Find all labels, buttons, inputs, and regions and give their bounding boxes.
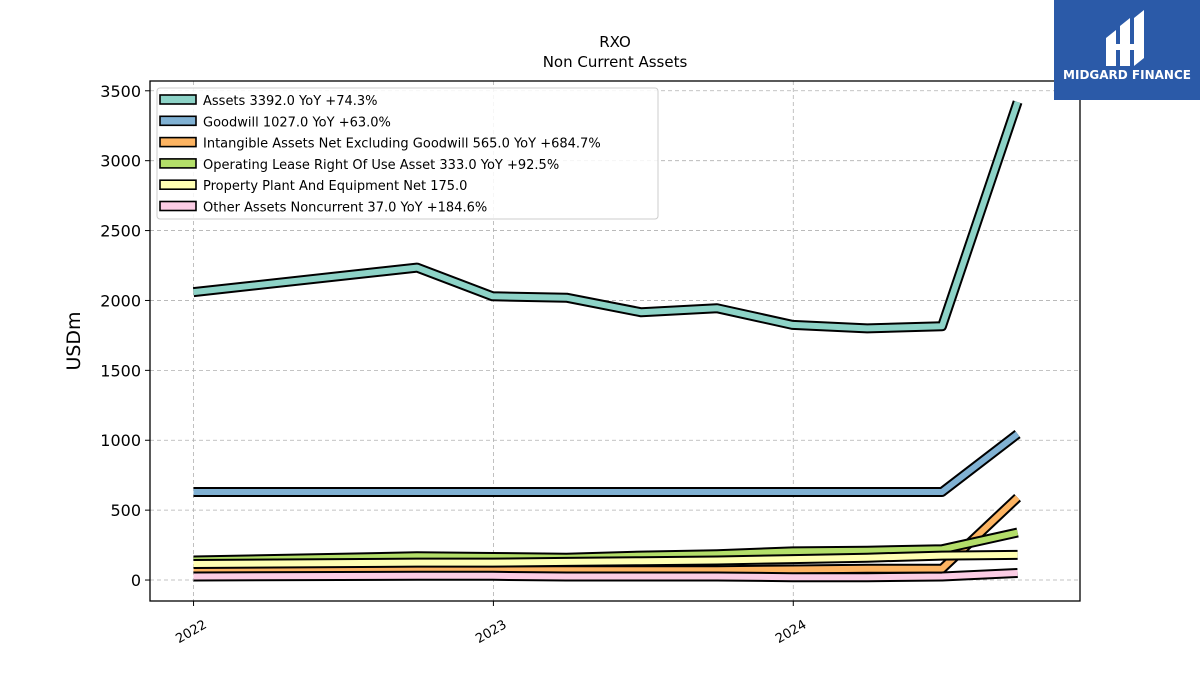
- y-tick-label: 0: [131, 571, 141, 590]
- series-line: [193, 568, 1018, 583]
- legend-entry: Property Plant And Equipment Net 175.0: [203, 179, 467, 194]
- y-tick-label: 1500: [100, 361, 141, 380]
- brand-logo: MIDGARD FINANCE: [1054, 0, 1200, 100]
- x-tick-label: 2022: [173, 617, 209, 647]
- chart-subtitle: Non Current Assets: [543, 53, 688, 71]
- x-tick-label: 2023: [473, 617, 509, 647]
- series-line-fill: [193, 529, 1019, 564]
- legend-box: [156, 87, 659, 220]
- y-tick-label: 3500: [100, 82, 141, 101]
- legend-entry: Assets 3392.0 YoY +74.3%: [203, 94, 378, 109]
- legend: Assets 3392.0 YoY +74.3% Goodwill 1027.0 …: [156, 87, 659, 220]
- y-tick-label: 2000: [100, 291, 141, 310]
- legend-entry: Intangible Assets Net Excluding Goodwill…: [203, 137, 601, 152]
- legend-swatch: [159, 158, 197, 169]
- midgard-logo-icon: [1106, 10, 1144, 66]
- legend-swatch: [159, 200, 197, 212]
- series-line: [193, 549, 1018, 569]
- series-layer: [192, 100, 1023, 583]
- y-axis-label: USDm: [63, 311, 85, 370]
- y-tick-label: 3000: [100, 152, 141, 171]
- legend-swatch: [159, 136, 197, 148]
- y-tick-label: 2500: [100, 222, 141, 241]
- x-tick-label: 2024: [773, 617, 809, 647]
- series-line: [193, 493, 1022, 576]
- legend-swatch: [159, 179, 197, 190]
- legend-entry: Other Assets Noncurrent 37.0 YoY +184.6%: [203, 201, 487, 216]
- brand-name: MIDGARD FINANCE: [1063, 68, 1191, 82]
- chart-title: RXO: [599, 33, 631, 51]
- y-tick-label: 500: [110, 501, 141, 520]
- x-axis: 2022 2023 2024: [173, 601, 809, 647]
- y-axis: 0 500 1000 1500 2000 2500 3000 3500: [100, 82, 150, 590]
- legend-entry: Goodwill 1027.0 YoY +63.0%: [203, 115, 391, 130]
- legend-entry: Operating Lease Right Of Use Asset 333.0…: [203, 158, 559, 173]
- series-line-fill: [193, 101, 1021, 332]
- series-line-fill: [193, 570, 1018, 581]
- series-line: [192, 100, 1023, 334]
- y-tick-label: 1000: [100, 431, 141, 450]
- plot-frame: [149, 80, 1081, 602]
- series-line: [193, 527, 1019, 566]
- legend-swatch: [159, 94, 197, 105]
- series-line: [193, 430, 1021, 497]
- series-line-fill: [193, 495, 1020, 574]
- series-line-fill: [193, 431, 1020, 495]
- series-line-outline: [193, 430, 1021, 497]
- legend-swatch: [159, 115, 197, 127]
- series-line-fill: [193, 551, 1018, 567]
